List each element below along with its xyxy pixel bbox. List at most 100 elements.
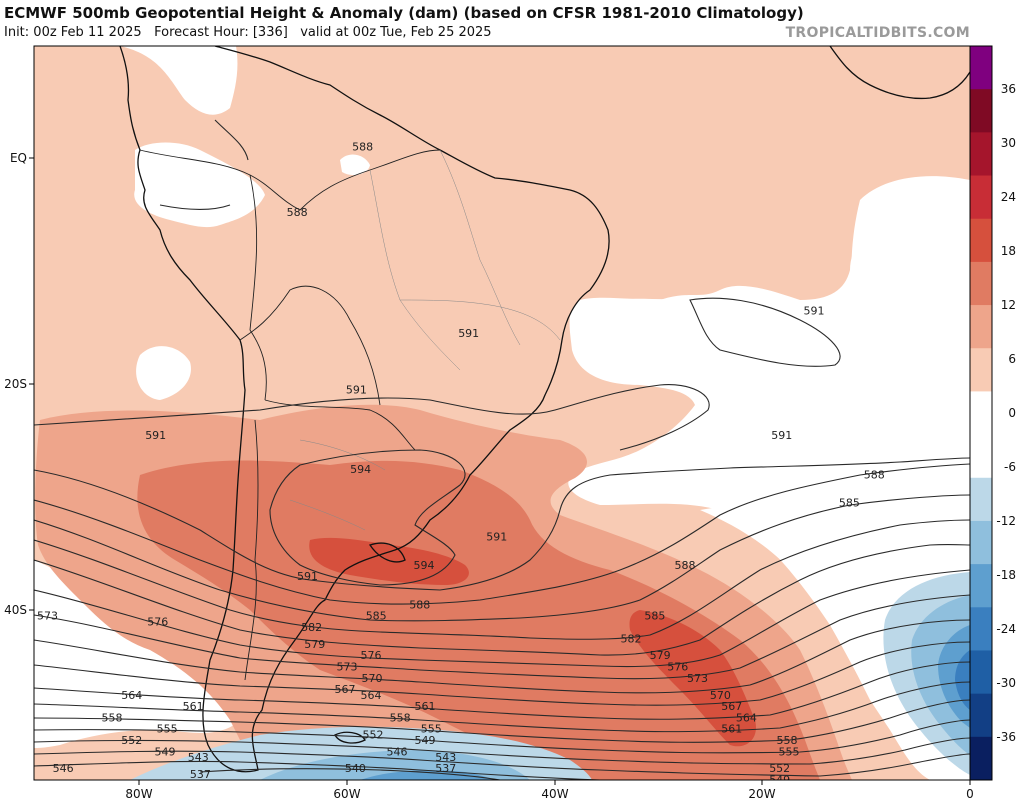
lat-label-40s: 40S xyxy=(4,603,27,617)
contour-label: 582 xyxy=(621,632,642,645)
contour-label: 591 xyxy=(771,429,792,442)
source-watermark: TROPICALTIDBITS.COM xyxy=(785,25,970,41)
contour-label-layer: 588 588 591 591 591 591 591 594 588 585 591 594 588 5… xyxy=(37,141,885,792)
contour-label: 594 xyxy=(414,559,435,572)
contour-label: 540 xyxy=(67,779,88,792)
forecast-hour: Forecast Hour: [336] xyxy=(154,25,288,40)
contour-label: 573 xyxy=(687,672,708,685)
contour-582 xyxy=(34,519,970,640)
contour-588 xyxy=(34,463,970,605)
colorbar-segment xyxy=(970,261,992,306)
lon-label-80w: 80W xyxy=(125,787,152,800)
contour-591-south xyxy=(34,457,970,591)
colorbar-label: 6 xyxy=(1008,352,1016,366)
colorbar-segment xyxy=(970,564,992,608)
anomaly-fill-plus-9 xyxy=(137,460,820,780)
anomaly-hole-east xyxy=(688,176,970,500)
contour-label: 552 xyxy=(769,762,790,775)
init-time: Init: 00z Feb 11 2025 xyxy=(4,25,142,40)
axis-ticks xyxy=(29,157,971,785)
contour-543 xyxy=(199,768,501,780)
contour-label: 591 xyxy=(346,384,367,397)
colorbar-label: -30 xyxy=(996,676,1016,690)
colorbar-label: -6 xyxy=(1004,460,1016,474)
contour-label: 576 xyxy=(361,649,382,662)
contour-label: 576 xyxy=(667,661,688,674)
contour-label: 582 xyxy=(301,621,322,634)
anomaly-fill-minus-9-east xyxy=(938,625,970,728)
colorbar-label: 12 xyxy=(1001,298,1016,312)
contour-576 xyxy=(34,569,970,668)
colorbar-segment xyxy=(970,736,992,781)
colorbar-segment xyxy=(970,89,992,133)
contour-label: 570 xyxy=(362,672,383,685)
contour-label: 561 xyxy=(721,723,742,736)
falkland-islands xyxy=(334,731,366,744)
contour-label: 558 xyxy=(390,711,411,724)
contour-561 xyxy=(34,681,970,733)
height-contours xyxy=(34,119,970,780)
contour-label: 588 xyxy=(864,468,885,481)
contour-label: 549 xyxy=(769,774,790,787)
colorbar-label: 0 xyxy=(1008,406,1016,420)
contour-588-andes xyxy=(159,204,231,211)
contour-label: 558 xyxy=(777,734,798,747)
contour-label: 555 xyxy=(421,723,442,736)
contour-label: 537 xyxy=(190,768,211,781)
contour-585 xyxy=(34,494,970,622)
contour-label: 555 xyxy=(779,745,800,758)
contour-591-north xyxy=(34,384,710,451)
contour-591-east xyxy=(689,297,841,367)
colorbar-segment xyxy=(970,693,992,738)
contour-label: 555 xyxy=(157,723,178,736)
valid-time: valid at 00z Tue, Feb 25 2025 xyxy=(300,25,492,40)
colorbar-label: 36 xyxy=(1001,82,1016,96)
anomaly-fill-plus-12 xyxy=(309,537,469,585)
contour-label: 594 xyxy=(350,463,371,476)
lon-label-0: 0 xyxy=(966,787,974,800)
contour-552 xyxy=(34,737,970,765)
contour-label: 585 xyxy=(839,497,860,510)
colorbar-segment xyxy=(970,175,992,220)
lat-label-20s: 20S xyxy=(4,377,27,391)
colorbar-segment xyxy=(970,477,992,522)
contour-label: 588 xyxy=(287,206,308,219)
contour-label: 588 xyxy=(352,141,373,154)
contour-label: 591 xyxy=(486,531,507,544)
colorbar-segment xyxy=(970,650,992,695)
contour-label: 588 xyxy=(409,598,430,611)
contour-label: 591 xyxy=(804,305,825,318)
colorbar-segment xyxy=(970,132,992,177)
coastlines xyxy=(119,46,970,773)
contour-label: 552 xyxy=(121,734,142,747)
contour-label: 579 xyxy=(650,649,671,662)
contour-label: 540 xyxy=(345,762,366,775)
contour-label: 567 xyxy=(721,700,742,713)
contour-570 xyxy=(34,619,970,694)
colorbar-segment xyxy=(970,391,992,436)
contour-549 xyxy=(34,750,970,777)
rio-de-la-plata xyxy=(368,542,406,563)
contour-label: 573 xyxy=(337,661,358,674)
contour-label: 564 xyxy=(121,689,142,702)
anomaly-hole-pacific xyxy=(136,346,191,400)
longitude-labels: 80W 60W 40W 20W 0 xyxy=(125,787,973,800)
contour-label: 543 xyxy=(435,751,456,764)
contour-588-north xyxy=(214,119,249,161)
lon-label-60w: 60W xyxy=(333,787,360,800)
colorbar-label: -18 xyxy=(996,568,1016,582)
anomaly-hole-southwest xyxy=(34,560,241,748)
contour-label: 558 xyxy=(102,711,123,724)
africa-coast xyxy=(829,46,970,100)
contour-label: 564 xyxy=(736,711,757,724)
contour-594 xyxy=(269,449,466,586)
contour-label: 591 xyxy=(297,570,318,583)
map-title: ECMWF 500mb Geopotential Height & Anomal… xyxy=(4,4,804,22)
contour-label: 579 xyxy=(304,638,325,651)
contour-label: 573 xyxy=(37,610,58,623)
contour-label: 546 xyxy=(387,745,408,758)
colorbar-label: -24 xyxy=(996,622,1016,636)
contour-label: 561 xyxy=(183,700,204,713)
colorbar-label: 24 xyxy=(1001,190,1016,204)
